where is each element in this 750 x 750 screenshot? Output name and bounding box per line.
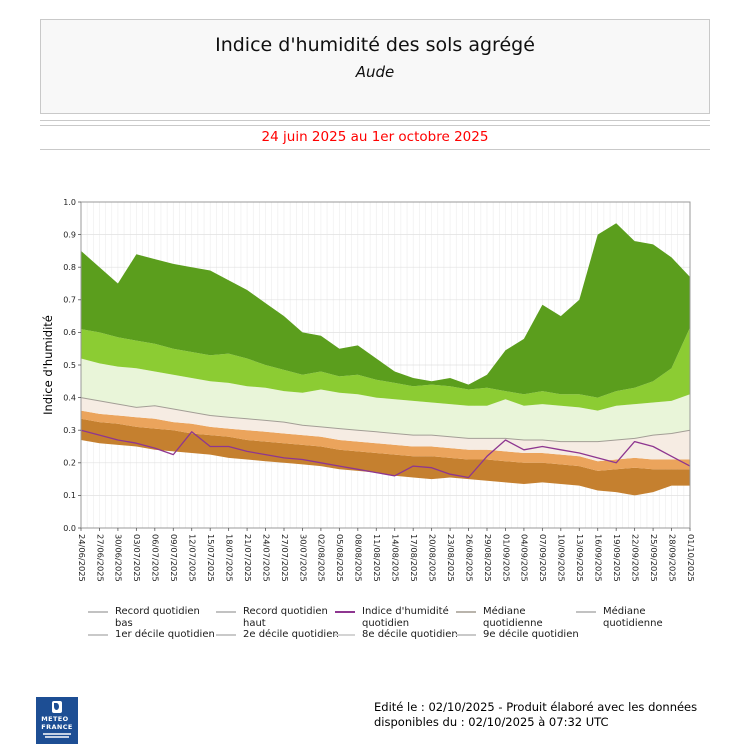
- title-box: Indice d'humidité des sols agrégé Aude: [40, 19, 710, 114]
- x-axis: 24/06/2025 27/06/2025 30/06/2025 03/07/2025…: [77, 528, 696, 582]
- x-tick-label: 26/08/2025: [464, 534, 474, 582]
- y-axis: 0.0 0.1 0.2 0.3 0.4 0.5 0.6 0.7 0.8 0.9 1.0 Indice …: [41, 198, 81, 533]
- x-tick-label: 08/08/2025: [354, 534, 364, 582]
- edition-note-line1: Edité le : 02/10/2025 - Produit élaboré …: [374, 700, 698, 714]
- x-tick-label: 18/07/2025: [224, 534, 234, 582]
- x-tick-label: 07/09/2025: [538, 534, 548, 582]
- y-axis-title: Indice d'humidité: [41, 315, 55, 415]
- x-tick-label: 13/09/2025: [575, 534, 585, 582]
- logo-tagline-bar: [45, 736, 69, 739]
- x-tick-label: 23/08/2025: [446, 534, 456, 582]
- y-tick-label: 0.8: [63, 263, 76, 272]
- x-tick-label: 12/07/2025: [188, 534, 198, 582]
- y-tick-label: 0.2: [63, 459, 76, 468]
- x-tick-label: 30/06/2025: [114, 534, 124, 582]
- logo-tagline-bar: [43, 733, 71, 736]
- band-9e-decile-to-record-haut: [81, 223, 690, 398]
- meteo-france-logo-icon: [52, 701, 62, 713]
- x-tick-label: 19/09/2025: [612, 534, 622, 582]
- y-tick-label: 0.1: [63, 491, 76, 500]
- separator-band: [40, 120, 710, 126]
- x-tick-label: 20/08/2025: [427, 534, 437, 582]
- y-tick-label: 0.6: [63, 328, 76, 337]
- bands: [81, 223, 690, 496]
- y-tick-label: 0.7: [63, 296, 76, 305]
- x-tick-label: 27/06/2025: [95, 534, 105, 582]
- y-tick-label: 0.9: [63, 230, 76, 239]
- band-8e-to-9e-decile: [81, 327, 690, 411]
- x-tick-label: 03/07/2025: [132, 534, 142, 582]
- edition-note: Edité le : 02/10/2025 - Produit élaboré …: [374, 700, 697, 730]
- x-tick-label: 25/09/2025: [649, 534, 659, 582]
- logo-line1: METEO: [41, 715, 69, 723]
- band-mediane-to-8e-decile: [81, 358, 690, 442]
- page-subtitle: Aude: [355, 63, 395, 81]
- x-tick-label: 24/06/2025: [77, 534, 87, 582]
- x-tick-label: 04/09/2025: [520, 534, 530, 582]
- x-tick-label: 24/07/2025: [261, 534, 271, 582]
- x-tick-label: 06/07/2025: [151, 534, 161, 582]
- x-tick-label: 17/08/2025: [409, 534, 419, 582]
- x-tick-label: 22/09/2025: [630, 534, 640, 582]
- band-1er-to-2e-decile: [81, 410, 690, 471]
- period-text: 24 juin 2025 au 1er octobre 2025: [261, 129, 489, 145]
- x-tick-label: 30/07/2025: [298, 534, 308, 582]
- x-tick-label: 14/08/2025: [391, 534, 401, 582]
- mediane-line: [80, 397, 691, 443]
- x-tick-label: 01/09/2025: [501, 534, 511, 582]
- x-tick-label: 16/09/2025: [594, 534, 604, 582]
- x-tick-label: 09/07/2025: [169, 534, 179, 582]
- logo-text: METEO FRANCE: [41, 715, 73, 731]
- x-tick-label: 05/08/2025: [335, 534, 345, 582]
- y-tick-label: 0.0: [63, 524, 76, 533]
- period-box: 24 juin 2025 au 1er octobre 2025: [40, 125, 710, 150]
- y-tick-label: 1.0: [63, 198, 76, 207]
- x-tick-label: 29/08/2025: [483, 534, 493, 582]
- meteo-france-logo: METEO FRANCE: [36, 697, 78, 744]
- y-tick-label: 0.3: [63, 426, 76, 435]
- edition-note-line2: disponibles du : 02/10/2025 à 07:32 UTC: [374, 715, 609, 729]
- logo-line2: FRANCE: [41, 723, 73, 732]
- y-tick-label: 0.5: [63, 361, 76, 370]
- page-title: Indice d'humidité des sols agrégé: [215, 34, 535, 56]
- band-record-bas-to-1er-decile: [81, 418, 690, 496]
- x-tick-label: 15/07/2025: [206, 534, 216, 582]
- x-tick-label: 10/09/2025: [557, 534, 567, 582]
- indice-line: [80, 429, 691, 479]
- x-tick-label: 28/09/2025: [667, 534, 677, 582]
- x-tick-label: 27/07/2025: [280, 534, 290, 582]
- x-tick-label: 11/08/2025: [372, 534, 382, 582]
- x-tick-label: 01/10/2025: [686, 534, 696, 582]
- y-tick-label: 0.4: [63, 393, 76, 402]
- x-tick-label: 21/07/2025: [243, 534, 253, 582]
- x-tick-label: 02/08/2025: [317, 534, 327, 582]
- band-2e-decile-to-mediane: [81, 397, 690, 462]
